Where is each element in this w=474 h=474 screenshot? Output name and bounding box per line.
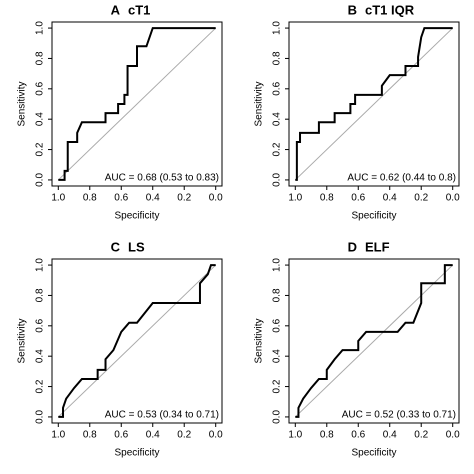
chart-title: cT1 [128,2,150,17]
y-tick-label: 0.2 [272,142,283,156]
panel-label: D [348,239,357,254]
x-axis-title: Specificity [114,448,159,459]
x-axis-title: Specificity [351,448,396,459]
y-tick-label: 1.0 [35,21,46,35]
panel-label: A [111,2,121,17]
roc-curve [58,27,216,181]
plot-frame [51,21,223,187]
x-tick-label: 0.0 [209,193,223,204]
x-tick-label: 1.0 [288,430,302,441]
y-tick-label: 0.4 [272,349,283,363]
x-tick-label: 1.0 [288,193,302,204]
y-tick-label: 0.8 [272,51,283,65]
x-tick-label: 0.6 [351,193,365,204]
reference-line [294,27,454,181]
x-tick-label: 0.0 [446,193,460,204]
x-tick-label: 1.0 [51,193,65,204]
y-tick-label: 0.8 [272,288,283,302]
y-tick-label: 0.6 [35,318,46,332]
x-tick-label: 0.8 [83,430,97,441]
y-axis-title: Sensitivity [17,81,28,126]
panel-label: C [111,239,121,254]
x-tick-label: 0.0 [446,430,460,441]
y-tick-label: 0.0 [35,410,46,424]
y-tick-label: 0.2 [272,379,283,393]
y-tick-label: 0.8 [35,288,46,302]
panel-label: B [348,2,357,17]
reference-line [57,264,217,418]
y-tick-label: 0.0 [35,173,46,187]
reference-line [294,264,454,418]
chart-title: cT1 IQR [365,2,415,17]
chart-title: ELF [365,239,390,254]
y-tick-label: 0.6 [272,81,283,95]
y-tick-label: 0.6 [35,81,46,95]
x-tick-label: 0.2 [414,430,428,441]
x-tick-label: 0.8 [320,430,334,441]
x-tick-label: 0.6 [114,193,128,204]
y-axis-title: Sensitivity [254,318,265,363]
x-tick-label: 0.8 [320,193,334,204]
x-tick-label: 0.4 [383,193,397,204]
x-tick-label: 0.4 [383,430,397,441]
x-tick-label: 0.2 [177,430,191,441]
x-tick-label: 1.0 [51,430,65,441]
roc-curve [295,27,453,181]
y-tick-label: 1.0 [272,258,283,272]
auc-annotation: AUC = 0.52 (0.33 to 0.71) [342,410,456,421]
y-tick-label: 0.8 [35,51,46,65]
auc-annotation: AUC = 0.62 (0.44 to 0.8) [347,173,456,184]
auc-annotation: AUC = 0.53 (0.34 to 0.71) [105,410,219,421]
plot-frame [288,258,460,424]
x-tick-label: 0.8 [83,193,97,204]
y-tick-label: 0.2 [35,379,46,393]
panel: C LS 1.0 0.8 0.6 0.4 0.2 0.0 0.0 0.2 0.4 0.6 0.8 1.0 S… [17,239,223,458]
x-tick-label: 0.2 [177,193,191,204]
reference-line [57,27,217,181]
x-tick-label: 0.4 [146,193,160,204]
y-tick-label: 1.0 [272,21,283,35]
x-tick-label: 0.0 [209,430,223,441]
roc-curve [295,264,453,418]
x-tick-label: 0.2 [414,193,428,204]
y-tick-label: 0.6 [272,318,283,332]
x-tick-label: 0.4 [146,430,160,441]
y-tick-label: 0.0 [272,173,283,187]
x-tick-label: 0.6 [114,430,128,441]
chart-title: LS [128,239,145,254]
y-tick-label: 0.4 [272,112,283,126]
roc-curve [58,264,216,418]
x-tick-label: 0.6 [351,430,365,441]
y-tick-label: 0.4 [35,349,46,363]
y-axis-title: Sensitivity [17,318,28,363]
y-tick-label: 0.0 [272,410,283,424]
y-tick-label: 0.2 [35,142,46,156]
auc-annotation: AUC = 0.68 (0.53 to 0.83) [105,173,219,184]
x-axis-title: Specificity [114,211,159,222]
panel: D ELF 1.0 0.8 0.6 0.4 0.2 0.0 0.0 0.2 0.4 0.6 0.8 1.0… [254,239,460,458]
y-tick-label: 0.4 [35,112,46,126]
y-tick-label: 1.0 [35,258,46,272]
y-axis-title: Sensitivity [254,81,265,126]
plot-frame [51,258,223,424]
plot-frame [288,21,460,187]
x-axis-title: Specificity [351,211,396,222]
